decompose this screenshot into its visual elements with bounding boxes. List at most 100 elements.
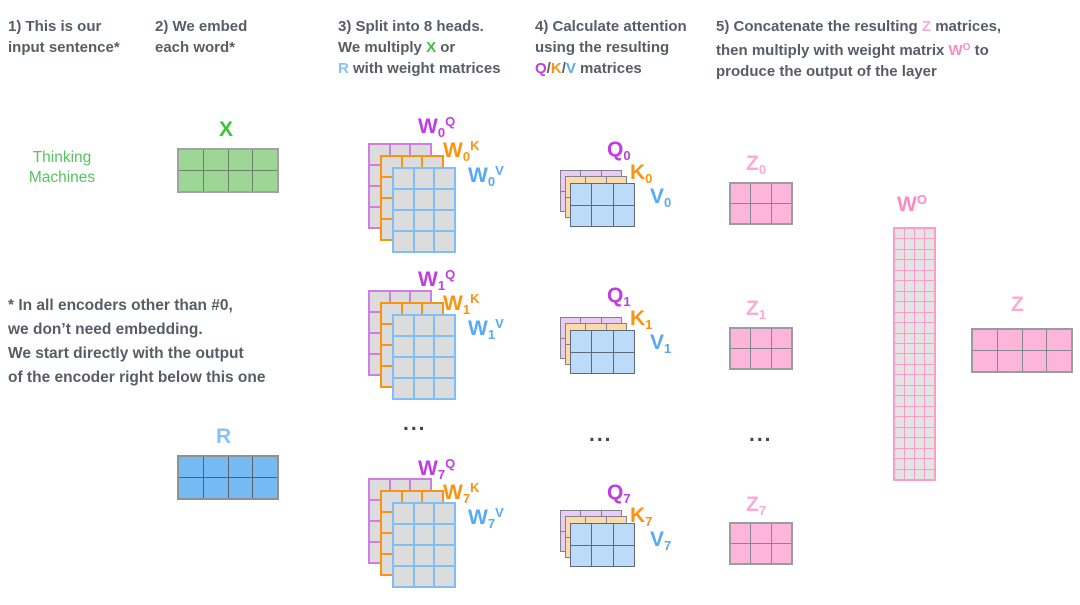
- matrix-cell: [925, 406, 934, 417]
- matrix-cell: [394, 190, 413, 209]
- matrix-cell: [203, 150, 228, 170]
- matrix-cell: [895, 448, 904, 459]
- text-segment: 3) Split into 8 heads.: [338, 18, 484, 35]
- matrix-cell: [925, 354, 934, 364]
- step-line: produce the output of the layer: [716, 61, 1001, 82]
- matrix-cell: [895, 385, 904, 396]
- k0-label: K0: [630, 162, 652, 190]
- step-line: 1) This is our: [8, 16, 120, 37]
- matrix-cell: [435, 358, 454, 377]
- matrix-cell: [915, 291, 924, 302]
- text-segment: K: [470, 291, 480, 306]
- matrix-cell: [905, 417, 914, 427]
- text-segment: R: [216, 425, 232, 448]
- matrix-cell: [1047, 351, 1071, 371]
- matrix-cell: [925, 448, 934, 459]
- matrix-cell: [925, 364, 934, 375]
- matrix-cell: [925, 427, 934, 438]
- text-segment: 0: [758, 162, 767, 177]
- text-segment: Q: [445, 456, 456, 471]
- matrix-cell: [925, 344, 934, 354]
- matrix-cell: [925, 333, 934, 344]
- matrix-cell: [613, 184, 634, 205]
- matrix-cell: [997, 351, 1022, 371]
- matrix-cell: [915, 239, 924, 249]
- text-segment: K: [630, 307, 646, 330]
- matrix-cell: [435, 232, 454, 251]
- w1v-label: W1V: [468, 313, 504, 346]
- matrix-cell: [179, 457, 203, 477]
- text-segment: 7: [645, 514, 653, 529]
- text-segment: 7: [462, 491, 471, 506]
- text-segment: Z: [746, 493, 759, 516]
- matrix-cell: [771, 184, 791, 203]
- matrix-cell: [731, 524, 751, 543]
- matrix-cell: [571, 184, 592, 205]
- matrix-cell: [571, 352, 592, 373]
- matrix-cell: [394, 379, 413, 398]
- text-segment: Q: [445, 267, 456, 282]
- v7-matrix: [570, 523, 635, 567]
- text-segment: R: [338, 60, 349, 77]
- v7-label: V7: [650, 529, 671, 557]
- text-segment: W: [418, 457, 438, 480]
- matrix-cell: [925, 323, 934, 333]
- matrix-cell: [228, 478, 253, 498]
- matrix-cell: [203, 478, 228, 498]
- matrix-cell: [905, 302, 914, 312]
- k1-label: K1: [630, 308, 652, 336]
- matrix-cell: [925, 469, 934, 479]
- matrix-cell: [394, 567, 413, 586]
- matrix-cell: [915, 406, 924, 417]
- matrix-cell: [915, 333, 924, 344]
- matrix-cell: [394, 525, 413, 544]
- matrix-cell: [905, 427, 914, 438]
- text-segment: K: [630, 504, 646, 527]
- matrix-cell: [895, 406, 904, 417]
- text-segment: V: [650, 528, 665, 551]
- matrix-cell: [915, 364, 924, 375]
- matrix-cell: [915, 344, 924, 354]
- matrix-cell: [905, 459, 914, 469]
- w7v-label: W7V: [468, 502, 504, 535]
- matrix-cell: [571, 524, 592, 545]
- text-segment: 4) Calculate attention: [535, 18, 687, 35]
- matrix-cell: [895, 375, 904, 385]
- matrix-cell: [925, 312, 934, 323]
- text-segment: Q: [535, 60, 547, 77]
- matrix-cell: [414, 546, 434, 565]
- matrix-cell: [895, 281, 904, 291]
- matrix-cell: [414, 525, 434, 544]
- matrix-cell: [905, 344, 914, 354]
- matrix-cell: [613, 545, 634, 566]
- q7-label: Q7: [607, 482, 631, 510]
- v1-label: V1: [650, 332, 671, 360]
- z0-label: Z0: [746, 153, 766, 181]
- text-segment: X: [219, 118, 234, 141]
- text-segment: W: [418, 115, 438, 138]
- matrix-cell: [394, 358, 413, 377]
- text-segment: matrices,: [931, 18, 1002, 35]
- matrix-cell: [228, 150, 253, 170]
- text-segment: or: [436, 39, 456, 56]
- matrix-cell: [895, 260, 904, 270]
- matrix-cell: [592, 205, 613, 226]
- matrix-cell: [925, 270, 934, 281]
- matrix-cell: [905, 406, 914, 417]
- text-segment: K: [630, 161, 646, 184]
- matrix-cell: [592, 524, 613, 545]
- matrix-cell: [751, 184, 771, 203]
- text-segment: 7: [664, 538, 672, 553]
- step-line: 5) Concatenate the resulting Z matrices,: [716, 16, 1001, 37]
- matrix-cell: [414, 232, 434, 251]
- matrix-cell: [435, 525, 454, 544]
- matrix-cell: [925, 260, 934, 270]
- matrix-cell: [571, 331, 592, 352]
- matrix-cell: [925, 291, 934, 302]
- w7k-label: W7K: [443, 477, 479, 510]
- w1q-label: W1Q: [418, 264, 455, 297]
- matrix-cell: [895, 239, 904, 249]
- matrix-cell: [925, 239, 934, 249]
- w0v-label: W0V: [468, 160, 504, 193]
